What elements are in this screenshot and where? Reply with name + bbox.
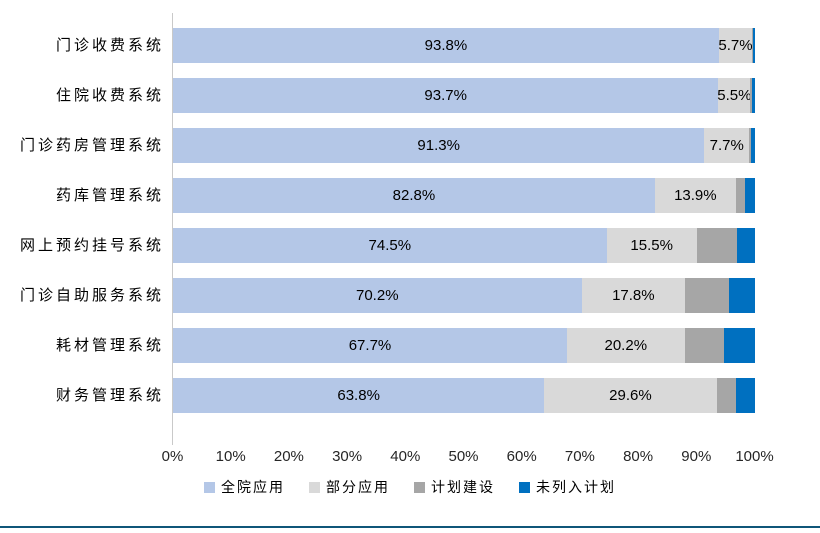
bar-segment-2: 5.7% <box>718 28 753 63</box>
x-tick-label: 10% <box>215 448 246 465</box>
category-label: 财务管理系统 <box>55 386 164 404</box>
data-label: 5.5% <box>717 87 752 104</box>
bar-segment-2: 13.9% <box>654 178 736 213</box>
legend-item: 全院应用 <box>204 477 285 497</box>
bar-segment-1: 67.7% <box>173 328 567 363</box>
legend-item: 计划建设 <box>414 477 495 497</box>
data-label: 29.6% <box>609 387 652 404</box>
data-label: 74.5% <box>368 237 412 254</box>
legend-label: 部分应用 <box>326 480 390 496</box>
category-label: 网上预约挂号系统 <box>19 236 164 254</box>
category-label: 耗材管理系统 <box>55 336 164 354</box>
bar: 93.8% 5.7% <box>173 28 755 63</box>
legend-label: 未列入计划 <box>536 480 616 496</box>
bar: 63.8% 29.6% <box>173 378 755 413</box>
data-label: 17.8% <box>612 287 655 304</box>
bar-segment-1: 70.2% <box>173 278 582 313</box>
bar-row: 住院收费系统 93.7% 5.5% <box>0 78 820 113</box>
bar-row: 门诊收费系统 93.8% 5.7% <box>0 28 820 63</box>
data-label: 67.7% <box>348 337 392 354</box>
bar-row: 门诊自助服务系统 70.2% 17.8% <box>0 278 820 313</box>
bottom-divider <box>0 526 820 528</box>
x-tick-label: 20% <box>273 448 304 465</box>
legend-item: 部分应用 <box>309 477 390 497</box>
bar: 82.8% 13.9% <box>173 178 755 213</box>
x-tick-label: 30% <box>332 448 363 465</box>
legend-swatch-icon <box>204 481 215 493</box>
data-label: 13.9% <box>674 187 717 204</box>
bar: 67.7% 20.2% <box>173 328 755 363</box>
bar: 91.3% 7.7% <box>173 128 755 163</box>
x-tick-label: 40% <box>390 448 421 465</box>
x-tick-label: 90% <box>681 448 712 465</box>
x-tick-label: 100% <box>735 448 774 465</box>
x-tick-label: 70% <box>564 448 595 465</box>
bar-segment-1: 74.5% <box>173 228 607 263</box>
bar-segment-4 <box>750 128 755 163</box>
data-label: 93.7% <box>424 87 467 104</box>
data-label: 5.7% <box>718 37 753 54</box>
x-tick-label: 50% <box>448 448 479 465</box>
legend-swatch-icon <box>414 481 425 493</box>
bar-segment-3 <box>749 128 751 163</box>
category-label: 门诊药房管理系统 <box>19 136 164 154</box>
category-label: 药库管理系统 <box>55 186 164 204</box>
bar-row: 门诊药房管理系统 91.3% 7.7% <box>0 128 820 163</box>
legend-item: 未列入计划 <box>519 477 616 497</box>
category-label: 门诊收费系统 <box>55 36 164 54</box>
bar-segment-4 <box>735 378 755 413</box>
y-axis-line <box>172 13 173 445</box>
bar-segment-4 <box>752 78 755 113</box>
bar-segment-2: 29.6% <box>544 378 717 413</box>
bar-segment-3 <box>684 328 724 363</box>
x-tick-label: 80% <box>623 448 654 465</box>
bar-segment-3 <box>685 278 729 313</box>
bar-segment-3 <box>696 228 737 263</box>
bar-segment-2: 15.5% <box>606 228 697 263</box>
x-tick-label: 60% <box>506 448 537 465</box>
bar-segment-4 <box>723 328 755 363</box>
legend-label: 计划建设 <box>431 480 495 496</box>
legend-swatch-icon <box>519 481 530 493</box>
data-label: 63.8% <box>337 387 380 404</box>
data-label: 93.8% <box>424 37 468 54</box>
bar-segment-1: 93.7% <box>173 78 719 113</box>
bar-segment-4 <box>753 28 755 63</box>
bar-segment-1: 91.3% <box>173 128 705 163</box>
bar-segment-4 <box>744 178 755 213</box>
bar-segment-2: 20.2% <box>567 328 685 363</box>
bar-row: 药库管理系统 82.8% 13.9% <box>0 178 820 213</box>
bar-segment-2: 17.8% <box>581 278 686 313</box>
bar-segment-3 <box>752 28 754 63</box>
bar-segment-2: 7.7% <box>704 128 750 163</box>
bar-row: 耗材管理系统 67.7% 20.2% <box>0 328 820 363</box>
bar-segment-2: 5.5% <box>717 78 752 113</box>
bar-segment-3 <box>716 378 736 413</box>
bar-row: 网上预约挂号系统 74.5% 15.5% <box>0 228 820 263</box>
data-label: 20.2% <box>604 337 648 354</box>
data-label: 82.8% <box>392 187 436 204</box>
bar-segment-1: 93.8% <box>173 28 719 63</box>
bar: 74.5% 15.5% <box>173 228 755 263</box>
category-label: 住院收费系统 <box>55 86 164 104</box>
bar-segment-1: 63.8% <box>173 378 545 413</box>
bar: 70.2% 17.8% <box>173 278 755 313</box>
data-label: 91.3% <box>417 137 460 154</box>
data-label: 70.2% <box>356 287 399 304</box>
category-label: 门诊自助服务系统 <box>19 286 164 304</box>
bar-segment-4 <box>736 228 755 263</box>
legend-label: 全院应用 <box>221 480 285 496</box>
x-tick-label: 0% <box>161 448 184 465</box>
bar-segment-4 <box>728 278 755 313</box>
bar-segment-3 <box>735 178 745 213</box>
bar-segment-3 <box>750 78 753 113</box>
bar: 93.7% 5.5% <box>173 78 755 113</box>
data-label: 7.7% <box>709 137 744 154</box>
bar-row: 财务管理系统 63.8% 29.6% <box>0 378 820 413</box>
bar-segment-1: 82.8% <box>173 178 655 213</box>
legend-swatch-icon <box>309 481 320 493</box>
legend: 全院应用 部分应用 计划建设 未列入计划 <box>0 477 820 497</box>
data-label: 15.5% <box>630 237 673 254</box>
